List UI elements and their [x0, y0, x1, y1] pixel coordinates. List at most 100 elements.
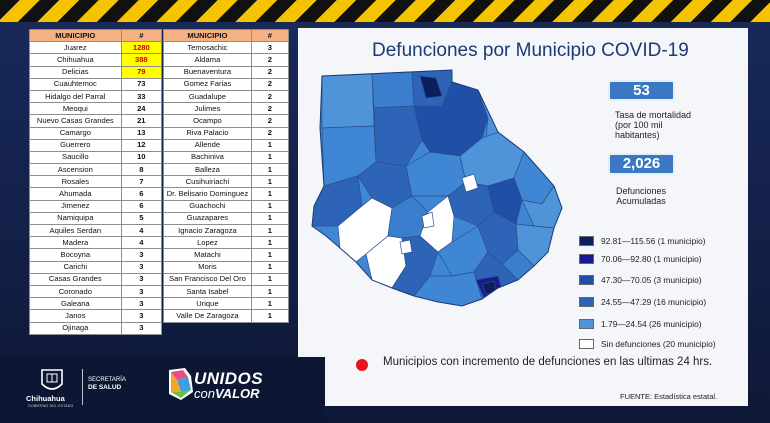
municipio-name: Valle De Zaragoza	[163, 309, 252, 323]
table-row: Ojinaga 3	[29, 321, 163, 335]
brand-con-valor: conVALOR	[194, 386, 260, 401]
deaths-label-line: Defunciones	[616, 186, 667, 196]
municipio-name: Ascension	[29, 163, 122, 177]
chihuahua-map	[311, 69, 563, 307]
table-row: Buenaventura 2	[163, 65, 290, 79]
municipio-name: Guazapares	[163, 211, 252, 226]
municipio-count: 3	[120, 321, 163, 335]
table-row: Guerrero 12	[29, 138, 163, 152]
municipio-count: 6	[120, 187, 163, 201]
table-row: Juarez 1280	[29, 41, 163, 55]
municipio-count: 73	[120, 77, 163, 91]
municipio-name: Guerrero	[29, 138, 122, 152]
table-row: Moris 1	[163, 260, 290, 274]
mortality-label-line: habitantes)	[615, 130, 660, 140]
brand-unidos: UNIDOS	[194, 369, 264, 388]
municipio-count: 2	[250, 65, 290, 79]
municipio-name: Delicias	[29, 65, 122, 79]
table-row: Gomez Farias 2	[163, 77, 290, 91]
table-row: Urique 1	[163, 297, 290, 311]
legend-swatch	[579, 319, 594, 329]
brand-con: con	[194, 386, 215, 401]
municipio-count: 1	[250, 163, 290, 177]
table-row: Riva Palacio 2	[163, 126, 290, 140]
table-row: Ignacio Zaragoza 1	[163, 223, 290, 238]
municipio-count: 10	[120, 150, 163, 165]
municipio-count: 3	[120, 272, 163, 286]
municipio-name: Jimenez	[29, 199, 122, 213]
legend-swatch	[579, 339, 594, 349]
accumulated-deaths-label: Defunciones Acumuladas	[616, 186, 666, 206]
municipio-name: Ahumada	[29, 187, 122, 201]
legend-swatch	[579, 297, 594, 307]
unidos-emblem-icon	[169, 368, 193, 400]
municipio-count: 1	[250, 272, 290, 286]
municipio-name: Guadalupe	[163, 89, 252, 104]
table-header-row: MUNICIPIO #	[29, 28, 163, 43]
table-row: Matachi 1	[163, 248, 290, 262]
municipio-count: 3	[120, 297, 163, 311]
municipio-count: 13	[120, 126, 163, 140]
table-row: Casas Grandes 3	[29, 272, 163, 286]
table-row: Aquiles Serdan 4	[29, 223, 163, 238]
accumulated-deaths-badge: 2,026	[608, 153, 675, 175]
municipio-count: 1	[250, 309, 290, 323]
legend-label: 70.06—92.80 (1 municipio)	[601, 254, 702, 264]
municipio-count: 3	[120, 284, 163, 299]
footer-bar	[0, 357, 325, 423]
municipio-count: 2	[250, 77, 290, 91]
table-row: Camargo 13	[29, 126, 163, 140]
municipio-count: 3	[120, 309, 163, 323]
table-row: Carichi 3	[29, 260, 163, 274]
table-row: Ascension 8	[29, 163, 163, 177]
municipio-count: 1	[250, 199, 290, 213]
source-note: FUENTE: Estadística estatal.	[620, 392, 718, 401]
municipio-count: 3	[250, 41, 290, 55]
red-dot-icon	[356, 359, 368, 371]
municipio-count: 1	[250, 284, 290, 299]
municipio-count: 2	[250, 114, 290, 128]
footer-divider	[82, 369, 83, 405]
municipio-name: Nuevo Casas Grandes	[29, 114, 122, 128]
table-row: Namiquipa 5	[29, 211, 163, 226]
column-header-municipio: MUNICIPIO	[163, 28, 252, 43]
municipio-count: 21	[120, 114, 163, 128]
municipio-name: Aquiles Serdan	[29, 223, 122, 238]
municipio-name: Cuauhtemoc	[29, 77, 122, 91]
table-row: Ocampo 2	[163, 114, 290, 128]
municipio-name: Santa Isabel	[163, 284, 252, 299]
legend-label: Sin defunciones (20 municipio)	[601, 339, 716, 349]
municipio-name: Lopez	[163, 236, 252, 250]
table-row: Valle De Zaragoza 1	[163, 309, 290, 323]
municipio-count: 1	[250, 248, 290, 262]
table-row: Jimenez 6	[29, 199, 163, 213]
legend-label: 92.81—115.56 (1 municipio)	[601, 236, 706, 246]
municipio-name: Camargo	[29, 126, 122, 140]
municipio-name: Guachochi	[163, 199, 252, 213]
legend-swatch	[579, 275, 594, 285]
table-row: Julimes 2	[163, 102, 290, 116]
mortality-label-line: Tasa de mortalidad	[615, 110, 692, 120]
table-row: Meoqui 24	[29, 102, 163, 116]
municipio-count: 2	[250, 126, 290, 140]
municipio-name: Ojinaga	[29, 321, 122, 335]
municipio-name: Julimes	[163, 102, 252, 116]
table-row: Nuevo Casas Grandes 21	[29, 114, 163, 128]
legend-item: Sin defunciones (20 municipio)	[579, 338, 749, 350]
table-row: Saucillo 10	[29, 150, 163, 165]
municipio-count: 8	[120, 163, 163, 177]
table-row: San Francisco Del Oro 1	[163, 272, 290, 286]
mortality-rate-label: Tasa de mortalidad (por 100 mil habitant…	[615, 110, 691, 140]
legend-label: 1.79—24.54 (26 municipio)	[601, 319, 702, 329]
municipio-name: Cusihuiriachi	[163, 175, 252, 189]
page-title: Defunciones por Municipio COVID-19	[372, 40, 689, 61]
table-row: Lopez 1	[163, 236, 290, 250]
table-row: Chihuahua 388	[29, 53, 163, 67]
table-row: Galeana 3	[29, 297, 163, 311]
secretaria-line1: SECRETARÍA	[88, 377, 126, 383]
table-row: Coronado 3	[29, 284, 163, 299]
column-header-count: #	[120, 28, 163, 43]
municipio-name: Bocoyna	[29, 248, 122, 262]
table-row: Guazapares 1	[163, 211, 290, 226]
municipio-name: Riva Palacio	[163, 126, 252, 140]
